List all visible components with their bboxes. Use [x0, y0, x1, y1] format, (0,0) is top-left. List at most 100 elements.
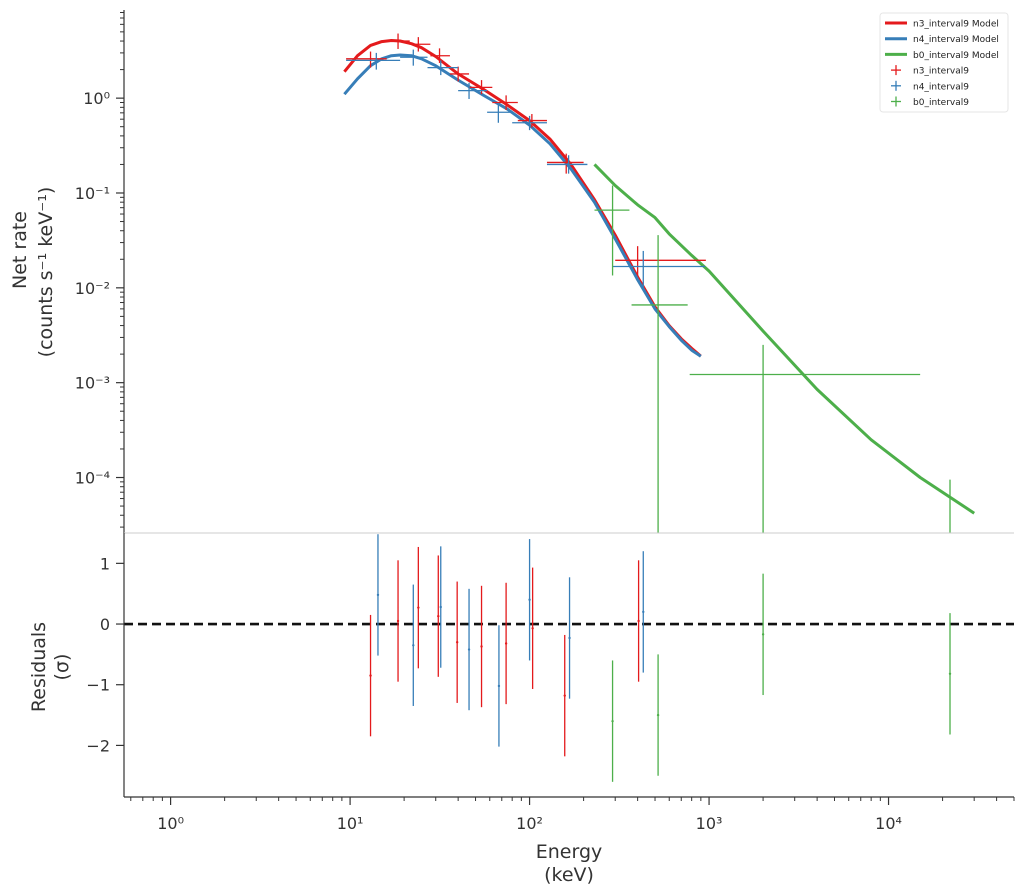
residual-marker: [417, 606, 420, 609]
data-point-b0_interval9: [689, 344, 921, 533]
residual-marker: [455, 641, 459, 644]
residual-marker: [656, 713, 660, 717]
legend-label: b0_interval9 Model: [913, 51, 999, 61]
count-rate-panel: 10⁰ 10⁻¹ 10⁻² 10⁻³ 10⁻⁴ Net rate (counts s⁻¹…: [9, 10, 1014, 534]
data-point-n3_interval9: [430, 48, 450, 63]
residual-marker: [563, 694, 566, 697]
residual-point-n4_interval9: [642, 551, 645, 673]
residual-marker: [528, 598, 531, 601]
residual-marker: [376, 593, 380, 597]
legend-label: n3_interval9: [913, 67, 969, 77]
data-point-n4_interval9: [612, 250, 706, 288]
residual-y-tick-label: −1: [86, 676, 110, 695]
residual-y-tick-label: 1: [100, 554, 110, 573]
x-axis-title-line1: Energy: [536, 841, 603, 863]
residual-marker: [412, 644, 415, 647]
residual-point-n3_interval9: [369, 614, 372, 737]
residual-marker: [480, 645, 483, 648]
residual-marker: [504, 642, 508, 645]
residual-y-axis-ticks: 1 0 −1 −2: [86, 554, 124, 755]
y-tick-label: 10⁻³: [75, 374, 110, 393]
x-tick-label: 10¹: [337, 814, 364, 833]
top-y-axis-title-line2: (counts s⁻¹ keV⁻¹): [35, 187, 57, 358]
legend-label: n4_interval9: [913, 82, 969, 92]
x-tick-label: 10⁴: [875, 814, 902, 833]
data-point-b0_interval9: [631, 235, 688, 533]
data-point-n3_interval9: [615, 246, 706, 276]
model-curve-n3_interval9 Model: [343, 39, 702, 358]
residual-point-n4_interval9: [376, 534, 380, 656]
y-tick-label: 10⁻¹: [75, 184, 110, 203]
residual-marker: [642, 610, 645, 614]
data-point-n4_interval9: [512, 115, 547, 131]
residual-marker: [437, 614, 440, 618]
data-point-n3_interval9: [517, 114, 547, 128]
y-tick-label: 10⁻⁴: [75, 469, 110, 488]
residual-point-n4_interval9: [412, 584, 415, 706]
legend-label: n3_interval9 Model: [913, 20, 999, 30]
residual-point-n3_interval9: [637, 560, 640, 682]
residual-marker: [369, 674, 372, 677]
residual-marker: [611, 719, 614, 723]
legend-cross-swatch: [891, 80, 901, 91]
residual-point-n4_interval9: [439, 546, 442, 668]
legend-label: b0_interval9: [913, 98, 969, 108]
top-y-axis-title-line1: Net rate: [9, 211, 31, 289]
y-tick-label: 10⁻²: [75, 279, 110, 298]
legend-cross-swatch: [891, 65, 901, 76]
model-curve-b0_interval9 Model: [593, 163, 976, 515]
data-point-n4_interval9: [400, 49, 428, 66]
residual-marker: [948, 672, 952, 675]
data-point-n3_interval9: [469, 80, 493, 95]
data-point-n3_interval9: [449, 66, 470, 82]
residual-point-b0_interval9: [656, 654, 660, 776]
data-point-n3_interval9: [386, 33, 410, 49]
data-point-n4_interval9: [487, 102, 513, 123]
x-tick-label: 10²: [516, 814, 543, 833]
model-curves: [343, 39, 976, 515]
data-point-n4_interval9: [546, 155, 588, 174]
data-point-n3_interval9: [546, 153, 584, 174]
x-tick-label: 10⁰: [157, 814, 184, 833]
residual-point-n3_interval9: [417, 546, 420, 669]
residual-point-n3_interval9: [455, 581, 459, 703]
residuals-panel: 1 0 −1 −2 10⁰ 10¹ 10² 10³ 10⁴ Residuals (σ) Ene…: [28, 533, 1015, 886]
residual-y-axis-title-line1: Residuals: [28, 622, 50, 712]
residual-marker: [439, 605, 442, 609]
residual-point-n3_interval9: [504, 582, 508, 705]
residual-point-n3_interval9: [396, 560, 400, 682]
residual-points: [369, 534, 952, 782]
data-point-n3_interval9: [346, 51, 387, 68]
residual-point-n3_interval9: [437, 555, 440, 677]
residual-point-n3_interval9: [563, 634, 566, 757]
x-tick-label: 10³: [696, 814, 723, 833]
residual-point-n4_interval9: [467, 588, 471, 711]
data-point-n4_interval9: [346, 52, 401, 70]
residual-point-n3_interval9: [531, 567, 534, 689]
data-point-n3_interval9: [492, 95, 518, 110]
model-curve-n4_interval9 Model: [343, 53, 702, 358]
x-axis-title-line2: (keV): [544, 864, 594, 886]
legend-label: n4_interval9 Model: [913, 35, 999, 45]
data-point-n4_interval9: [427, 60, 459, 76]
residual-marker: [467, 648, 471, 651]
residual-point-b0_interval9: [948, 613, 952, 735]
residual-y-tick-label: 0: [100, 615, 110, 634]
residual-marker: [568, 636, 571, 640]
residual-point-n4_interval9: [568, 577, 571, 699]
data-point-n4_interval9: [458, 82, 488, 99]
chart-legend: n3_interval9 Model n4_interval9 Model b0_i…: [879, 12, 1009, 113]
residual-marker: [637, 619, 640, 623]
top-y-axis-ticks: 10⁰ 10⁻¹ 10⁻² 10⁻³ 10⁻⁴: [75, 11, 124, 528]
legend-frame: [879, 12, 1009, 113]
residual-marker: [531, 627, 534, 630]
residual-marker: [396, 619, 400, 623]
data-point-n3_interval9: [409, 37, 431, 52]
data-point-b0_interval9: [594, 185, 630, 276]
residual-point-b0_interval9: [611, 660, 614, 782]
residual-marker: [761, 633, 765, 636]
residual-point-b0_interval9: [761, 573, 765, 696]
energy-x-axis-ticks: 10⁰ 10¹ 10² 10³ 10⁴: [130, 797, 1015, 833]
residual-marker: [497, 684, 501, 688]
